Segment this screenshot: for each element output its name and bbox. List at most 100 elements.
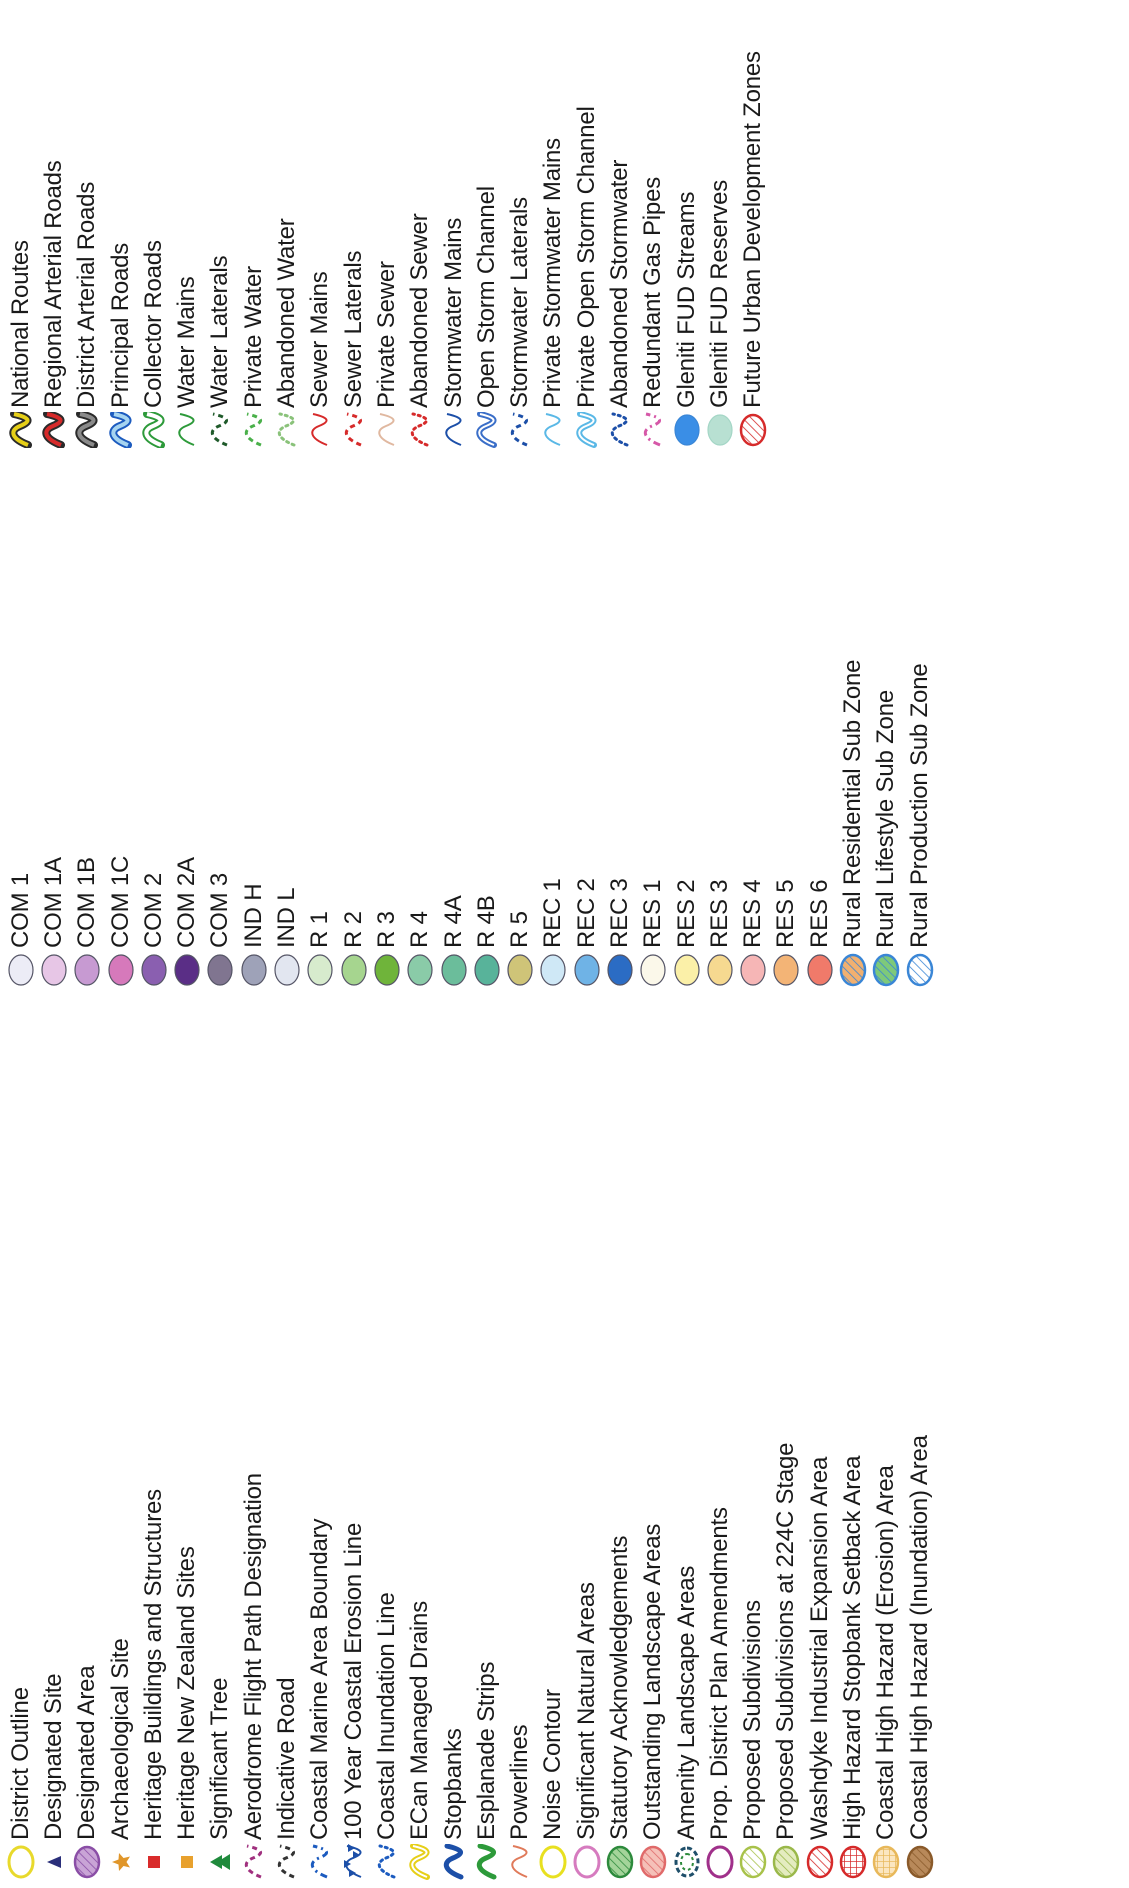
legend-item: COM 1A bbox=[37, 568, 70, 988]
legend-label: Private Open Storm Channel bbox=[572, 106, 600, 408]
legend-symbol-icon bbox=[707, 414, 733, 446]
legend-item: Esplanade Strips bbox=[470, 1120, 503, 1880]
legend-symbol-icon bbox=[906, 953, 933, 987]
legend-item: District Arterial Roads bbox=[71, 2, 104, 448]
legend-label: High Hazard Stopbank Setback Area bbox=[839, 1455, 867, 1840]
legend-symbol-icon bbox=[640, 1845, 667, 1879]
legend-label: COM 1 bbox=[6, 872, 34, 948]
legend-label: Proposed Subdivisions bbox=[739, 1600, 767, 1840]
legend-symbol-icon bbox=[111, 1853, 130, 1871]
legend-item: Future Urban Development Zones bbox=[737, 2, 770, 448]
legend-item: Private Water bbox=[237, 2, 270, 448]
legend-item: Noise Contour bbox=[537, 1120, 570, 1880]
legend-item: Coastal High Hazard (Inundation) Area bbox=[903, 1120, 936, 1880]
legend-symbol-icon bbox=[341, 954, 367, 986]
legend-symbol-icon bbox=[311, 1844, 329, 1879]
legend-item: REC 2 bbox=[570, 568, 603, 988]
legend-item: R 4B bbox=[470, 568, 503, 988]
legend-label: Washdyke Industrial Expansion Area bbox=[805, 1456, 833, 1840]
legend-label: Coastal High Hazard (Inundation) Area bbox=[905, 1435, 933, 1840]
legend-label: Regional Arterial Roads bbox=[39, 160, 67, 408]
legend-symbol-icon bbox=[42, 412, 65, 448]
legend-symbol-icon bbox=[906, 1845, 933, 1879]
legend-item: R 1 bbox=[304, 568, 337, 988]
legend-symbol-icon bbox=[46, 1856, 61, 1868]
legend-column-networks: National Routes Regional Arterial Roads Di… bbox=[4, 2, 770, 448]
legend-label: ECan Managed Drains bbox=[406, 1600, 434, 1840]
legend-item: Abandoned Stormwater bbox=[603, 2, 636, 448]
legend-item: Redundant Gas Pipes bbox=[637, 2, 670, 448]
legend-symbol-icon bbox=[41, 954, 67, 986]
legend-label: Proposed Subdivisions at 224C Stage bbox=[772, 1442, 800, 1840]
legend-label: Coastal Inundation Line bbox=[372, 1592, 400, 1840]
legend-label: Abandoned Water bbox=[273, 218, 301, 408]
legend-label: R 5 bbox=[506, 911, 534, 948]
legend-label: Private Stormwater Mains bbox=[539, 138, 567, 408]
legend-item: Proposed Subdivisions bbox=[737, 1120, 770, 1880]
legend-symbol-icon bbox=[9, 412, 32, 448]
legend-item: R 3 bbox=[370, 568, 403, 988]
legend-symbol-icon bbox=[74, 954, 100, 986]
legend-label: COM 1C bbox=[106, 855, 134, 948]
legend-symbol-icon bbox=[644, 412, 662, 447]
legend-item: Rural Lifestyle Sub Zone bbox=[870, 568, 903, 988]
legend-label: Archaeological Site bbox=[106, 1638, 134, 1840]
legend-item: Prop. District Plan Amendments bbox=[703, 1120, 736, 1880]
legend-label: IND H bbox=[239, 883, 267, 948]
legend-label: Designated Area bbox=[73, 1665, 101, 1840]
legend-label: Outstanding Landscape Areas bbox=[639, 1523, 667, 1840]
legend-item: Powerlines bbox=[503, 1120, 536, 1880]
legend-symbol-icon bbox=[476, 412, 497, 448]
legend-label: Stopbanks bbox=[439, 1728, 467, 1840]
legend-item: Coastal Inundation Line bbox=[370, 1120, 403, 1880]
legend-symbol-icon bbox=[576, 412, 597, 448]
legend-symbol-icon bbox=[277, 412, 296, 447]
legend-label: COM 2 bbox=[139, 872, 167, 948]
legend-item: RES 5 bbox=[770, 568, 803, 988]
legend-item: COM 1B bbox=[71, 568, 104, 988]
legend-symbol-icon bbox=[411, 412, 429, 447]
legend-label: REC 3 bbox=[605, 878, 633, 948]
legend-item: COM 1 bbox=[4, 568, 37, 988]
legend-item: National Routes bbox=[4, 2, 37, 448]
legend-label: District Arterial Roads bbox=[73, 181, 101, 408]
legend-item: R 4 bbox=[404, 568, 437, 988]
legend-label: R 4 bbox=[406, 911, 434, 948]
legend-symbol-icon bbox=[706, 1845, 734, 1879]
legend-item: Designated Area bbox=[71, 1120, 104, 1880]
legend-symbol-icon bbox=[444, 413, 461, 446]
legend-symbol-icon bbox=[141, 954, 167, 986]
legend-label: R 4A bbox=[439, 895, 467, 948]
legend-symbol-icon bbox=[377, 1844, 396, 1879]
legend-symbol-icon bbox=[274, 954, 300, 986]
legend-symbol-icon bbox=[607, 954, 633, 986]
legend-item: REC 1 bbox=[537, 568, 570, 988]
legend-symbol-icon bbox=[73, 1845, 101, 1879]
legend-item: Heritage New Zealand Sites bbox=[170, 1120, 203, 1880]
legend-label: Sewer Laterals bbox=[339, 250, 367, 408]
legend-symbol-icon bbox=[244, 412, 262, 447]
legend-label: District Outline bbox=[6, 1687, 34, 1840]
legend-label: Water Mains bbox=[173, 276, 201, 408]
legend-symbol-icon bbox=[107, 954, 134, 986]
legend-symbol-icon bbox=[211, 412, 229, 447]
legend-symbol-icon bbox=[75, 412, 99, 448]
legend-item: Water Laterals bbox=[204, 2, 237, 448]
legend-symbol-icon bbox=[7, 1845, 35, 1879]
legend-label: Gleniti FUD Reserves bbox=[705, 179, 733, 408]
legend-symbol-icon bbox=[507, 954, 533, 986]
legend-label: Water Laterals bbox=[206, 255, 234, 408]
legend-label: Powerlines bbox=[506, 1724, 534, 1840]
legend-symbol-icon bbox=[610, 412, 629, 447]
legend-item: Coastal High Hazard (Erosion) Area bbox=[870, 1120, 903, 1880]
legend-item: IND L bbox=[270, 568, 303, 988]
legend-label: RES 6 bbox=[805, 879, 833, 948]
legend-item: Archaeological Site bbox=[104, 1120, 137, 1880]
legend-label: Abandoned Sewer bbox=[406, 213, 434, 409]
legend-item: COM 1C bbox=[104, 568, 137, 988]
legend-label: R 4B bbox=[472, 895, 500, 948]
legend-item: Stormwater Mains bbox=[437, 2, 470, 448]
legend-label: Prop. District Plan Amendments bbox=[705, 1507, 733, 1840]
legend-label: IND L bbox=[273, 887, 301, 948]
